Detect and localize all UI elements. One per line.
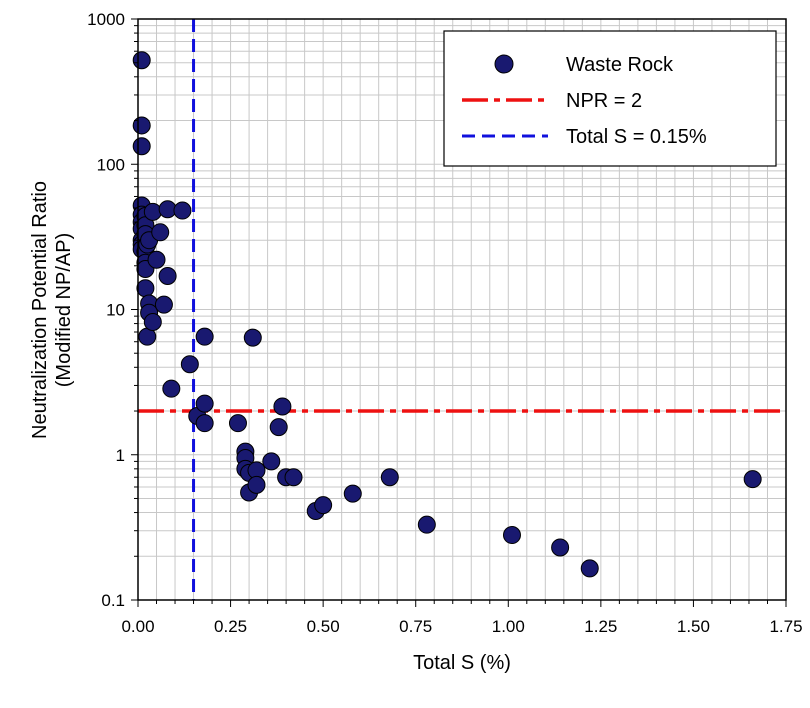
data-point <box>269 418 288 437</box>
data-point <box>195 414 214 433</box>
data-point <box>284 468 303 487</box>
data-point <box>132 137 151 156</box>
data-point <box>417 515 436 534</box>
data-point <box>143 202 162 221</box>
y-tick-label: 100 <box>97 155 125 174</box>
legend-label-npr: NPR = 2 <box>566 90 642 112</box>
y-axis-title-line-1: Neutralization Potential Ratio <box>29 181 51 439</box>
data-point <box>173 201 192 220</box>
data-point <box>502 526 521 545</box>
y-tick-label: 1000 <box>87 10 125 29</box>
x-tick-label: 0.25 <box>214 617 247 636</box>
y-axis-title: Neutralization Potential Ratio (Modified… <box>29 181 75 439</box>
y-axis-title-line-2: (Modified NP/AP) <box>53 233 75 388</box>
data-point <box>158 267 177 286</box>
data-point <box>580 559 599 578</box>
data-point <box>247 475 266 494</box>
y-tick-label: 10 <box>106 301 125 320</box>
data-point <box>243 328 262 347</box>
data-point <box>132 116 151 135</box>
x-tick-label: 0.75 <box>399 617 432 636</box>
x-tick-label: 1.50 <box>677 617 710 636</box>
x-tick-labels: 0.00 0.25 0.50 0.75 1.00 1.25 1.50 1.75 <box>121 617 802 636</box>
data-point <box>195 327 214 346</box>
data-point <box>162 379 181 398</box>
x-tick-label: 0.00 <box>121 617 154 636</box>
legend-label-total-s: Total S = 0.15% <box>566 126 707 148</box>
data-point <box>314 496 333 515</box>
data-point <box>132 51 151 70</box>
legend: Waste Rock NPR = 2 Total S = 0.15% <box>443 30 777 167</box>
x-tick-label: 1.00 <box>492 617 525 636</box>
data-point <box>180 355 199 374</box>
x-tick-label: 1.25 <box>584 617 617 636</box>
data-point <box>262 452 281 471</box>
data-point <box>147 250 166 269</box>
data-point <box>143 313 162 332</box>
data-point <box>154 295 173 314</box>
x-axis-title: Total S (%) <box>413 652 511 674</box>
legend-marker-waste-rock <box>494 54 514 74</box>
data-points <box>132 51 762 578</box>
data-point <box>228 414 247 433</box>
y-tick-label: 0.1 <box>101 591 125 610</box>
data-point <box>136 279 155 298</box>
legend-label-waste-rock: Waste Rock <box>566 54 674 76</box>
axis-ticks <box>131 18 787 607</box>
x-tick-label: 1.75 <box>769 617 802 636</box>
data-point <box>551 538 570 557</box>
reference-lines <box>138 19 786 600</box>
data-point <box>151 223 170 242</box>
data-point <box>380 468 399 487</box>
x-tick-label: 0.50 <box>307 617 340 636</box>
data-point <box>195 394 214 413</box>
data-point <box>273 397 292 416</box>
data-point <box>743 470 762 489</box>
data-point <box>343 484 362 503</box>
y-tick-label: 1 <box>116 446 125 465</box>
y-tick-labels: 0.1 1 10 100 1000 <box>87 10 125 610</box>
